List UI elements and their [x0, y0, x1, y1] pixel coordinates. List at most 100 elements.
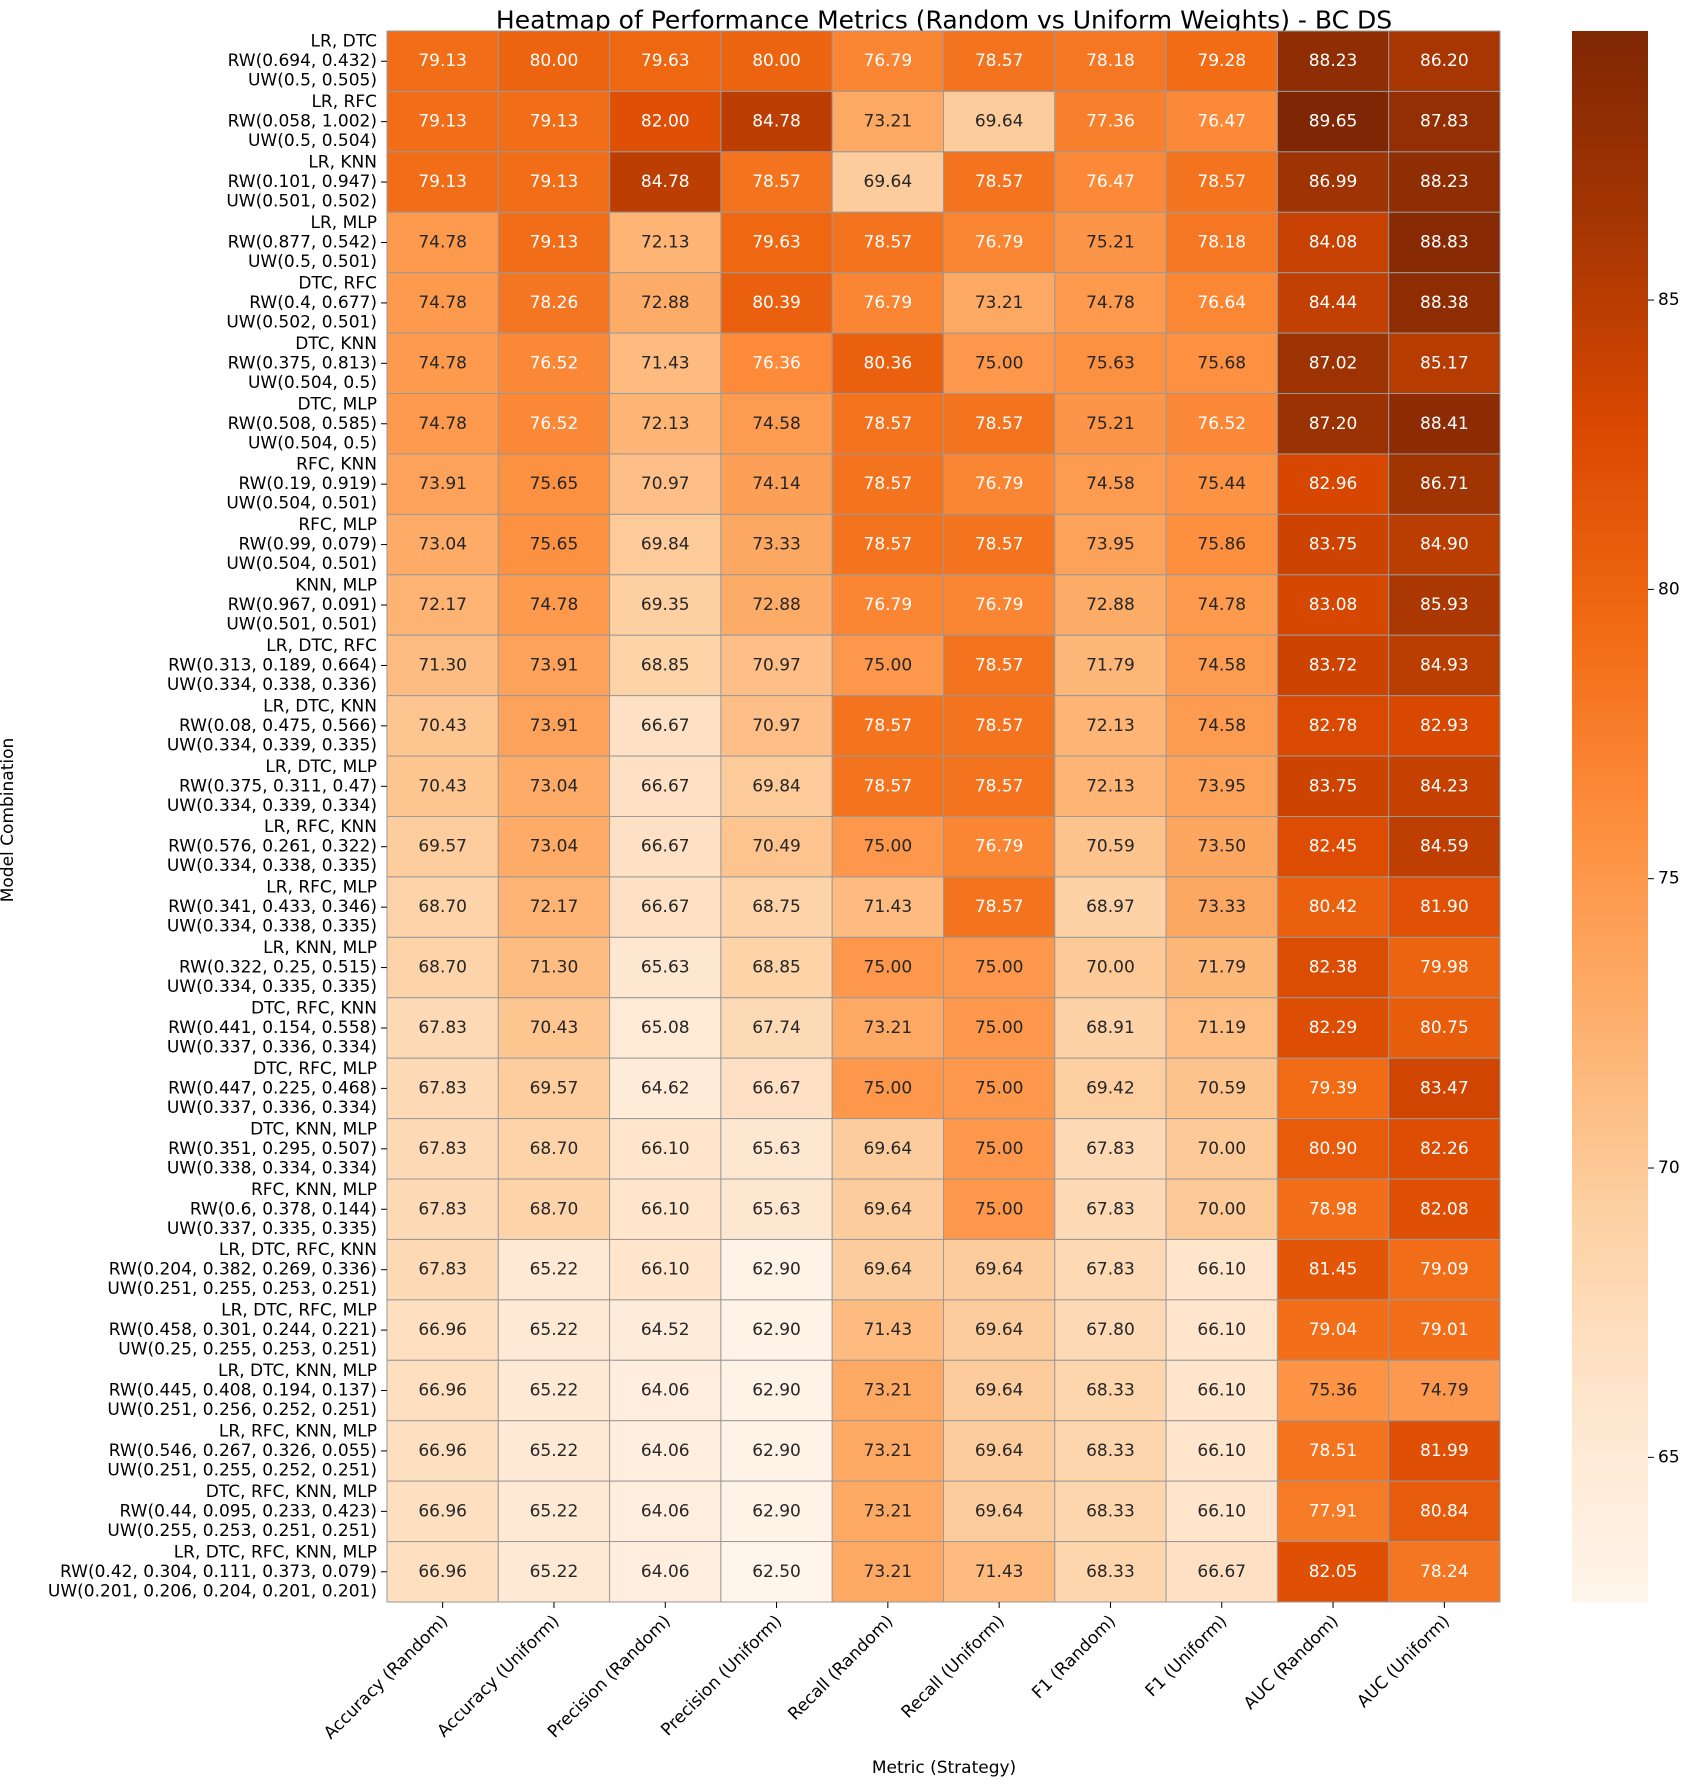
heatmap-cell — [831, 1178, 945, 1240]
cell-value-label: 76.79 — [864, 595, 913, 615]
heatmap-cell — [1276, 695, 1390, 757]
cell-value-label: 76.79 — [864, 51, 913, 71]
cell-value-label: 77.36 — [1086, 112, 1135, 132]
cell-value-label: 79.13 — [418, 172, 467, 192]
heatmap-cell — [831, 1541, 945, 1603]
cell-value-label: 84.78 — [752, 112, 801, 132]
cell-value-label: 78.57 — [864, 535, 913, 555]
heatmap-cell — [497, 997, 611, 1059]
heatmap-cell — [720, 997, 833, 1059]
y-tick-label: RFC, KNN — [296, 455, 377, 475]
cell-value-label: 78.18 — [1086, 51, 1135, 71]
y-tick-label: DTC, RFC, KNN — [251, 998, 377, 1018]
cell-value-label: 75.00 — [864, 1078, 913, 1098]
heatmap-cell — [1388, 936, 1501, 999]
cell-value-label: 67.80 — [1086, 1320, 1135, 1340]
cell-value-label: 74.78 — [1197, 595, 1246, 615]
heatmap-cell — [497, 634, 611, 697]
cell-value-label: 78.57 — [864, 414, 913, 434]
heatmap-cell — [831, 1057, 945, 1120]
cell-value-label: 69.35 — [641, 595, 690, 615]
cell-value-label: 66.10 — [1197, 1501, 1246, 1521]
cell-value-label: 72.88 — [1086, 595, 1135, 615]
cell-value-label: 75.00 — [975, 1078, 1024, 1098]
heatmap-cell — [720, 1057, 833, 1120]
cell-value-label: 62.90 — [752, 1441, 801, 1461]
heatmap-cell — [1054, 453, 1167, 515]
cell-value-label: 82.26 — [1420, 1139, 1469, 1159]
heatmap-cell — [609, 272, 722, 334]
y-tick-label: LR, DTC — [311, 32, 377, 52]
heatmap-cell — [497, 1359, 611, 1422]
colorbar-tick-label: 65 — [1658, 1447, 1680, 1467]
cell-value-label: 72.13 — [1086, 716, 1135, 736]
heatmap-cell — [1388, 211, 1501, 274]
heatmap-cell — [497, 1238, 611, 1301]
y-tick-label: UW(0.334, 0.338, 0.335) — [167, 856, 377, 876]
cell-value-label: 73.04 — [530, 776, 579, 796]
heatmap-cell — [1054, 513, 1167, 576]
cell-value-label: 78.57 — [975, 655, 1024, 675]
y-tick-label: UW(0.5, 0.505) — [248, 71, 377, 91]
y-tick-label: UW(0.5, 0.501) — [248, 252, 377, 272]
cell-value-label: 85.93 — [1420, 595, 1469, 615]
heatmap-cell — [1276, 1420, 1390, 1482]
cell-value-label: 83.72 — [1309, 655, 1358, 675]
x-tick-label: Accuracy (Random) — [320, 1611, 452, 1743]
cell-value-label: 78.57 — [752, 172, 801, 192]
y-tick-label: UW(0.255, 0.253, 0.251, 0.251) — [107, 1521, 377, 1541]
heatmap-cell — [609, 513, 722, 576]
cell-value-label: 87.02 — [1309, 353, 1358, 373]
cell-value-label: 75.63 — [1086, 353, 1135, 373]
cell-value-label: 69.57 — [418, 837, 467, 857]
heatmap-cell — [1276, 90, 1390, 153]
y-tick-label: LR, RFC, KNN, MLP — [219, 1421, 377, 1441]
x-tick-label: AUC (Random) — [1240, 1611, 1343, 1714]
cell-value-label: 67.83 — [1086, 1260, 1135, 1280]
cell-value-label: 73.04 — [418, 535, 467, 555]
heatmap-cell — [1054, 1420, 1167, 1482]
cell-value-label: 67.83 — [1086, 1139, 1135, 1159]
cell-value-label: 62.90 — [752, 1320, 801, 1340]
heatmap-cell — [386, 1299, 499, 1361]
cell-value-label: 72.88 — [641, 293, 690, 313]
cell-value-label: 72.13 — [1086, 776, 1135, 796]
cell-value-label: 67.83 — [418, 1018, 467, 1038]
heatmap-cell — [1276, 332, 1390, 395]
y-tick-label: LR, MLP — [311, 213, 377, 233]
x-tick-label: F1 (Random) — [1028, 1611, 1120, 1703]
cell-value-label: 72.13 — [641, 232, 690, 252]
cell-value-label: 88.23 — [1420, 172, 1469, 192]
cell-value-label: 62.90 — [752, 1501, 801, 1521]
cell-value-label: 66.67 — [641, 776, 690, 796]
heatmap-cell — [943, 272, 1056, 334]
cell-value-label: 68.70 — [530, 1199, 579, 1219]
heatmap-cell — [609, 453, 722, 515]
y-tick-label: RW(0.445, 0.408, 0.194, 0.137) — [109, 1381, 377, 1401]
x-tick-label: Recall (Random) — [784, 1611, 897, 1724]
heatmap-cell — [943, 1238, 1056, 1301]
x-axis-ticks: Accuracy (Random)Accuracy (Uniform)Preci… — [320, 1602, 1454, 1743]
cell-value-label: 71.43 — [864, 897, 913, 917]
cell-value-label: 83.75 — [1309, 776, 1358, 796]
cell-value-label: 79.13 — [530, 232, 579, 252]
y-tick-label: RW(0.341, 0.433, 0.346) — [168, 897, 377, 917]
heatmap-cell — [720, 574, 833, 636]
heatmap-cell — [1276, 755, 1390, 817]
heatmap-cell — [1388, 513, 1501, 576]
heatmap-cell — [497, 936, 611, 999]
y-tick-label: LR, DTC, MLP — [265, 757, 377, 777]
cell-value-label: 82.05 — [1309, 1562, 1358, 1582]
cell-value-label: 73.33 — [752, 535, 801, 555]
cell-value-label: 81.99 — [1420, 1441, 1469, 1461]
heatmap-cell — [386, 695, 499, 757]
y-tick-label: DTC, KNN — [295, 334, 377, 354]
y-tick-label: LR, RFC, KNN — [264, 817, 377, 837]
heatmap-cell — [831, 695, 945, 757]
cell-value-label: 64.06 — [641, 1501, 690, 1521]
heatmap-cell — [1165, 936, 1278, 999]
y-tick-label: UW(0.504, 0.501) — [226, 554, 377, 574]
heatmap-cell — [1276, 1299, 1390, 1361]
cell-value-label: 88.41 — [1420, 414, 1469, 434]
heatmap-cell — [1165, 211, 1278, 274]
